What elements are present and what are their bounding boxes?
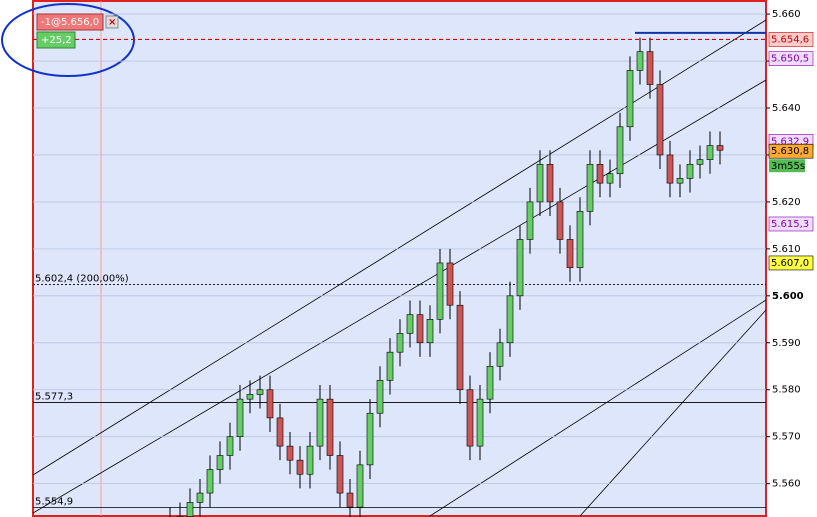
candle-body	[666, 154, 674, 184]
price-label-box	[768, 216, 814, 232]
candle-body	[706, 145, 714, 160]
trend-lines	[32, 19, 767, 517]
candle-body	[466, 389, 474, 447]
candle-body	[656, 84, 664, 156]
candle-body	[396, 333, 404, 353]
candle-body	[546, 164, 554, 203]
order-cancel-x: ×	[108, 17, 116, 28]
candle-body	[216, 455, 224, 470]
candle-body	[346, 492, 354, 508]
timer: 3m55s	[771, 161, 805, 172]
candle-body	[556, 201, 564, 240]
price-label-box	[768, 143, 814, 159]
y-tick-label: 5.620	[772, 197, 801, 208]
y-tick-label: 5.570	[772, 432, 801, 443]
timer-box	[769, 159, 805, 173]
candle-body	[186, 502, 194, 517]
y-tick-label: 5.660	[772, 9, 801, 20]
price-label: 5.632,9	[771, 136, 809, 147]
price-label: 5.615,3	[771, 219, 809, 230]
order-cancel[interactable]	[105, 15, 119, 29]
candle-body	[426, 319, 434, 344]
candle-body	[276, 417, 284, 447]
y-tick-label: 5.600	[772, 291, 804, 302]
candle-body	[436, 262, 444, 320]
candle-body	[696, 159, 704, 165]
candle-body	[506, 295, 514, 344]
price-label: 5.650,5	[771, 54, 809, 65]
candle-body	[356, 464, 364, 508]
y-tick-label: 5.640	[772, 103, 801, 114]
candle-body	[386, 351, 394, 381]
candle-body	[626, 70, 634, 128]
price-label: 5.654,6	[771, 34, 809, 45]
candle-body	[716, 145, 724, 151]
candle-body	[566, 239, 574, 268]
price-label: 5.630,8	[771, 146, 809, 157]
price-label-box	[768, 255, 814, 271]
candle-body	[246, 394, 254, 400]
candle-body	[486, 365, 494, 400]
candle-body	[206, 469, 214, 494]
level-label: 5.577,3	[35, 391, 73, 402]
y-tick-label: 5.590	[772, 338, 801, 349]
candle-body	[286, 445, 294, 461]
candle-body	[256, 389, 264, 395]
candle-body	[446, 262, 454, 306]
price-label: 5.607,0	[771, 258, 809, 269]
candle-body	[596, 164, 604, 184]
pnl-box	[36, 31, 76, 49]
candle-body	[196, 492, 204, 503]
candle-body	[576, 211, 584, 268]
pnl-label: +25,2	[41, 35, 72, 46]
candle-body	[586, 164, 594, 212]
candle-body	[296, 459, 304, 475]
candle-body	[646, 51, 654, 85]
candle-body	[616, 126, 624, 175]
candle-body	[416, 314, 424, 344]
price-label-box	[768, 32, 814, 47]
candle-body	[526, 201, 534, 240]
candle-body	[336, 455, 344, 494]
candle-body	[606, 173, 614, 184]
candle-body	[636, 51, 644, 71]
candle-body	[476, 398, 484, 447]
candle-body	[366, 412, 374, 466]
candle-body	[226, 436, 234, 456]
order-label: -1@5.656,0	[41, 17, 99, 28]
candle-body	[316, 398, 324, 447]
level-label: 5.602,4 (200,00%)	[35, 274, 129, 285]
price-label-box	[768, 51, 814, 66]
candle-body	[496, 342, 504, 367]
candle-body	[536, 164, 544, 203]
candle-body	[236, 398, 244, 438]
candle-body	[676, 178, 684, 184]
candle-body	[516, 239, 524, 297]
y-tick-label: 5.560	[772, 479, 801, 490]
y-tick-label: 5.610	[772, 244, 801, 255]
candle-body	[326, 398, 334, 456]
candle-body	[456, 304, 464, 391]
y-tick-label: 5.580	[772, 385, 801, 396]
level-label: 5.554,9	[35, 497, 73, 508]
candle-body	[376, 380, 384, 414]
order-box	[36, 13, 104, 31]
candle-body	[406, 314, 414, 334]
candle-body	[266, 389, 274, 419]
candle-body	[306, 445, 314, 475]
plot-area	[32, 0, 767, 517]
candle-body	[686, 164, 694, 179]
